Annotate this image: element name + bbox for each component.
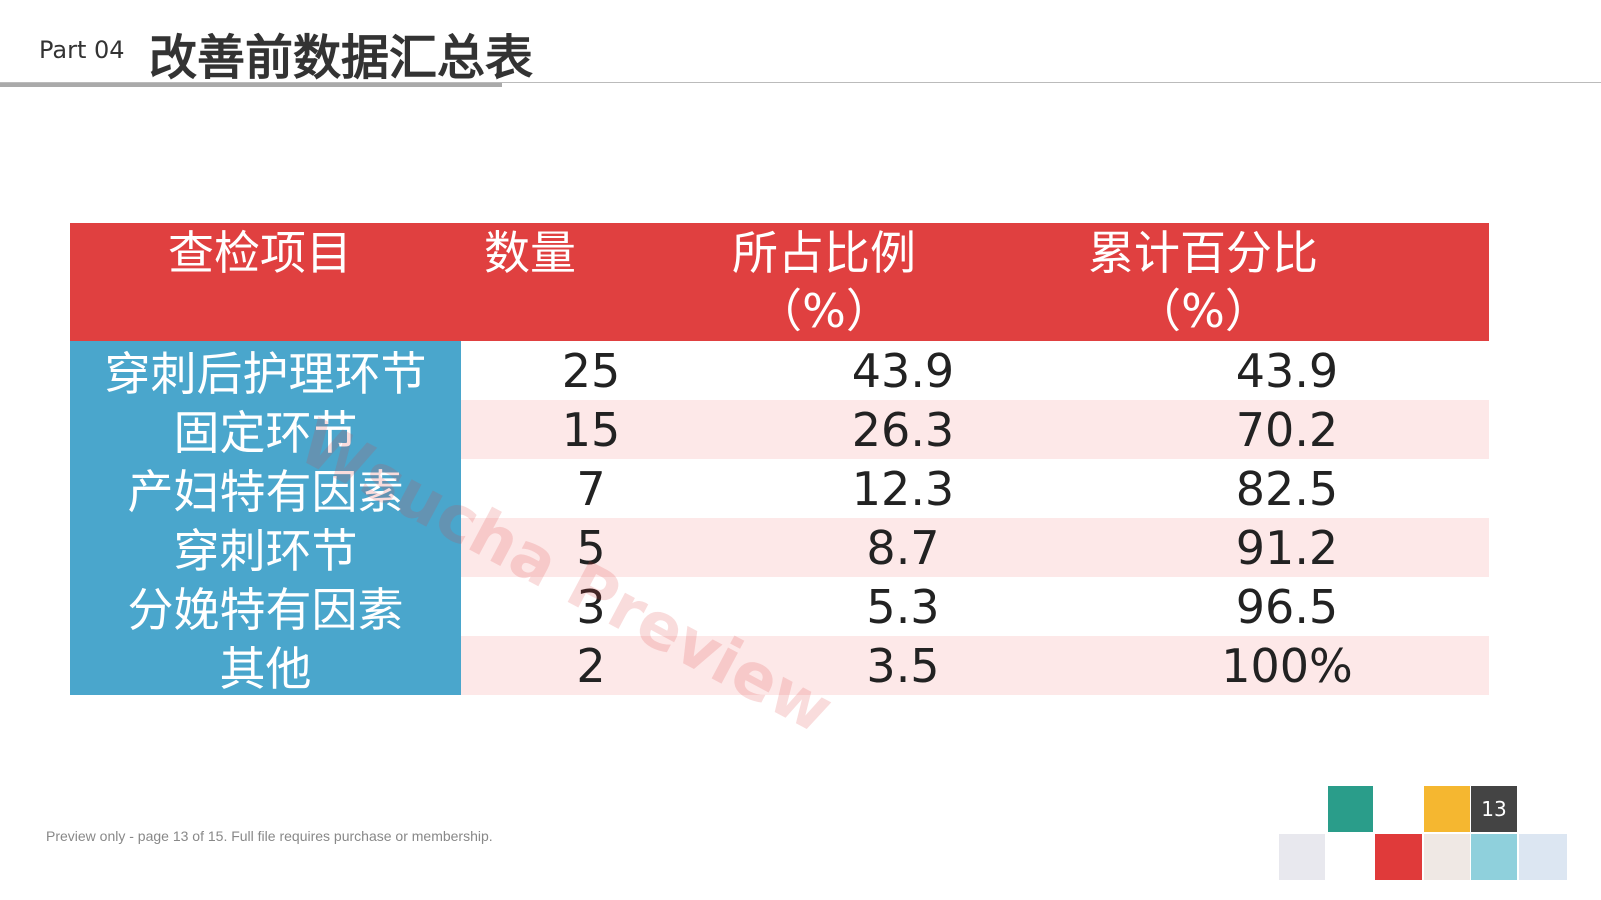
table-header-bg: [70, 223, 1489, 341]
row-bg: [461, 636, 1489, 695]
value-cell: 8.7: [866, 520, 940, 575]
row-bg: [461, 341, 1489, 400]
value-cell: 15: [561, 402, 621, 457]
header-cell: 所占比例 （%）: [732, 226, 916, 338]
row-bg: [461, 577, 1489, 636]
row-bg: [461, 400, 1489, 459]
deco-tile: [1328, 786, 1373, 832]
first-col-bg: [70, 577, 461, 636]
value-cell: 3: [576, 579, 606, 634]
value-cell: 43.9: [1235, 343, 1339, 398]
value-cell: 96.5: [1235, 579, 1339, 634]
title-underline: [0, 83, 502, 87]
header-cell: 数量: [484, 226, 576, 280]
header-cell: 累计百分比 （%）: [1088, 226, 1318, 338]
deco-tile: [1375, 834, 1422, 880]
header-cell: 查检项目: [168, 226, 352, 280]
value-cell: 43.9: [851, 343, 955, 398]
first-col-bg: [70, 518, 461, 577]
item-cell: 穿刺环节: [173, 523, 358, 578]
value-cell: 7: [576, 461, 606, 516]
item-cell: 穿刺后护理环节: [104, 346, 427, 401]
value-cell: 26.3: [851, 402, 955, 457]
row-bg: [461, 459, 1489, 518]
page-number: 13: [1471, 786, 1517, 832]
value-cell: 82.5: [1235, 461, 1339, 516]
item-cell: 固定环节: [173, 405, 358, 460]
value-cell: 12.3: [851, 461, 955, 516]
first-col-bg: [70, 400, 461, 459]
slide-title: 改善前数据汇总表: [149, 30, 534, 86]
value-cell: 3.5: [866, 638, 940, 693]
item-cell: 分娩特有因素: [127, 582, 404, 637]
value-cell: 5.3: [866, 579, 940, 634]
deco-photo: [1279, 834, 1325, 880]
value-cell: 5: [576, 520, 606, 575]
footer-note: Preview only - page 13 of 15. Full file …: [46, 828, 493, 844]
value-cell: 70.2: [1235, 402, 1339, 457]
title-rule: [0, 82, 1601, 83]
row-bg: [461, 518, 1489, 577]
deco-photo: [1424, 834, 1470, 880]
value-cell: 100%: [1221, 638, 1353, 693]
deco-tile: [1519, 834, 1567, 880]
value-cell: 91.2: [1235, 520, 1339, 575]
first-col-bg: [70, 636, 461, 695]
item-cell: 产妇特有因素: [127, 464, 404, 519]
item-cell: 其他: [219, 641, 312, 696]
value-cell: 2: [576, 638, 606, 693]
part-label: Part 04: [39, 36, 125, 64]
deco-tile: [1424, 786, 1470, 832]
first-col-bg: [70, 459, 461, 518]
first-col-bg: [70, 341, 461, 400]
value-cell: 25: [561, 343, 621, 398]
deco-tile: [1471, 834, 1517, 880]
